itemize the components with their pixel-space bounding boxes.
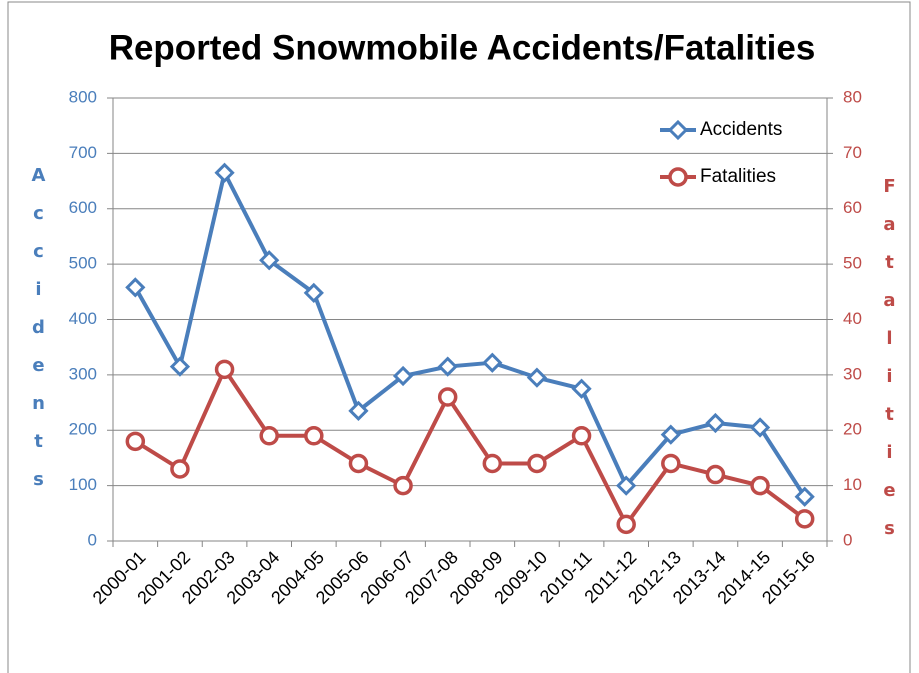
data-point (437, 387, 458, 407)
data-point (214, 359, 235, 380)
series-line (134, 367, 806, 527)
data-point (437, 356, 458, 377)
y2-tick-label: 50 (843, 254, 862, 273)
y2-tick-label: 30 (843, 364, 862, 383)
data-point (214, 162, 235, 183)
data-point (125, 277, 146, 298)
y2-tick-label: 10 (843, 475, 862, 494)
y-tick-label: 200 (69, 420, 97, 439)
data-point (660, 424, 681, 445)
data-point (794, 509, 815, 529)
y2-tick-label: 40 (843, 309, 862, 328)
y-tick-label: 700 (69, 143, 97, 162)
data-point (661, 453, 681, 474)
data-point (393, 475, 413, 496)
data-point (705, 412, 726, 434)
legend-marker (668, 167, 688, 187)
y-tick-label: 300 (69, 364, 97, 383)
legend-label: Accidents (700, 119, 782, 140)
data-point (259, 426, 279, 446)
data-point (526, 367, 548, 388)
y-tick-label: 600 (69, 198, 97, 217)
data-point (616, 475, 637, 496)
data-point (170, 459, 190, 479)
data-point (348, 453, 369, 474)
data-point (304, 426, 324, 446)
y-tick-label: 800 (69, 87, 97, 106)
data-point (259, 250, 280, 271)
y-tick-label: 100 (69, 475, 97, 494)
data-point (571, 378, 592, 399)
legend-label: Fatalities (700, 166, 776, 187)
chart-border (7, 1, 911, 673)
y2-tick-label: 70 (843, 143, 862, 162)
data-point (125, 431, 146, 452)
chart-title: Reported Snowmobile Accidents/Fatalities (109, 28, 816, 67)
data-point (348, 400, 369, 421)
y-tick-label: 400 (69, 309, 97, 328)
y2-tick-label: 0 (843, 530, 852, 549)
data-point (750, 475, 770, 496)
data-point (527, 453, 547, 474)
y2-axis-title: Fatalities (879, 176, 900, 556)
y2-tick-label: 60 (843, 198, 862, 217)
y-axis-title: Accidents (28, 165, 49, 507)
y2-tick-label: 20 (843, 420, 862, 439)
data-point (616, 514, 636, 535)
legend-marker (667, 119, 689, 141)
series-line (133, 170, 807, 498)
data-point (169, 356, 191, 377)
data-point (482, 453, 503, 474)
data-point (794, 486, 815, 507)
y2-tick-label: 80 (843, 87, 862, 106)
y-tick-label: 500 (69, 254, 97, 273)
y-tick-label: 0 (88, 530, 97, 549)
data-point (303, 282, 324, 304)
data-point (705, 464, 726, 485)
data-point (571, 426, 592, 446)
data-point (482, 352, 503, 373)
data-point (392, 365, 414, 387)
data-point (749, 417, 771, 438)
